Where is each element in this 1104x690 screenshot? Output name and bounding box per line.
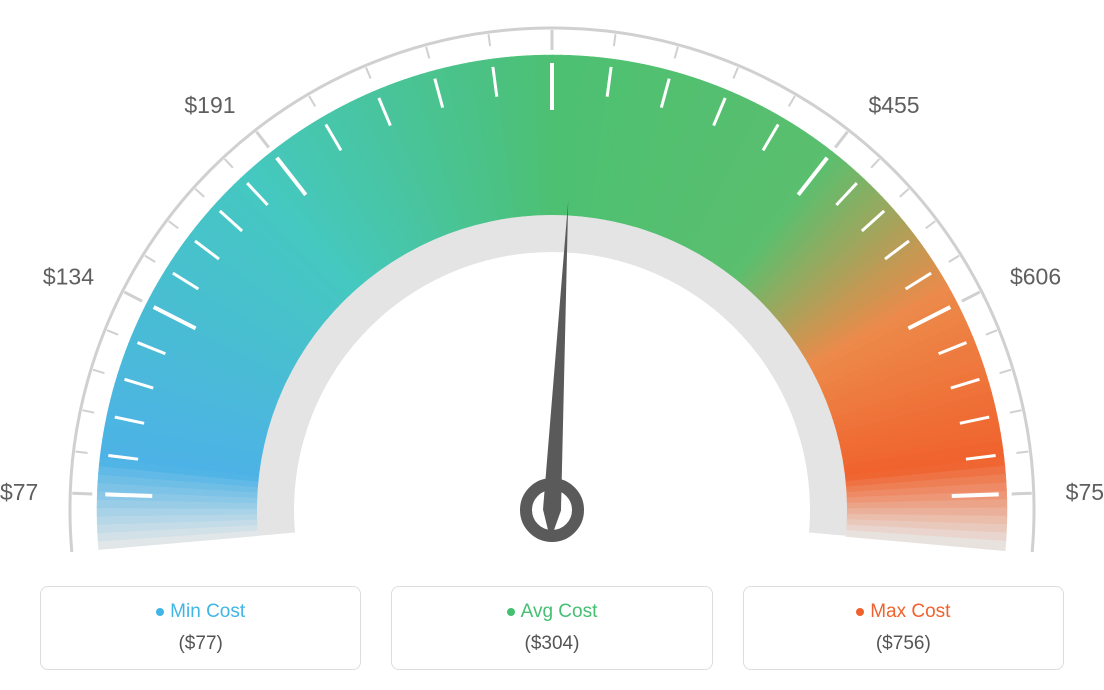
gauge-svg: $77 $134 $191 $304 $455 $606 $756 — [0, 0, 1104, 560]
legend-max-value: ($756) — [754, 633, 1053, 655]
cost-gauge-chart: $77 $134 $191 $304 $455 $606 $756 Min Cost ($7… — [0, 0, 1104, 690]
legend-max: Max Cost ($756) — [743, 586, 1064, 670]
dot-avg — [507, 608, 515, 616]
legend-max-label-text: Max Cost — [870, 601, 950, 622]
svg-text:$606: $606 — [1010, 264, 1061, 290]
dot-max — [856, 608, 864, 616]
legend-min: Min Cost ($77) — [40, 586, 361, 670]
legend-max-label: Max Cost — [754, 601, 1053, 623]
svg-text:$455: $455 — [868, 92, 919, 118]
svg-text:$134: $134 — [43, 264, 94, 290]
legend-avg: Avg Cost ($304) — [391, 586, 712, 670]
legend-row: Min Cost ($77) Avg Cost ($304) Max Cost … — [0, 586, 1104, 670]
dot-min — [156, 608, 164, 616]
legend-avg-label: Avg Cost — [402, 601, 701, 623]
gauge-area: $77 $134 $191 $304 $455 $606 $756 — [0, 0, 1104, 560]
svg-text:$77: $77 — [0, 479, 38, 505]
legend-min-label: Min Cost — [51, 601, 350, 623]
svg-text:$304: $304 — [526, 0, 577, 3]
legend-min-value: ($77) — [51, 633, 350, 655]
legend-avg-value: ($304) — [402, 633, 701, 655]
svg-text:$191: $191 — [184, 92, 235, 118]
svg-text:$756: $756 — [1066, 479, 1104, 505]
legend-avg-label-text: Avg Cost — [521, 601, 598, 622]
legend-min-label-text: Min Cost — [170, 601, 245, 622]
